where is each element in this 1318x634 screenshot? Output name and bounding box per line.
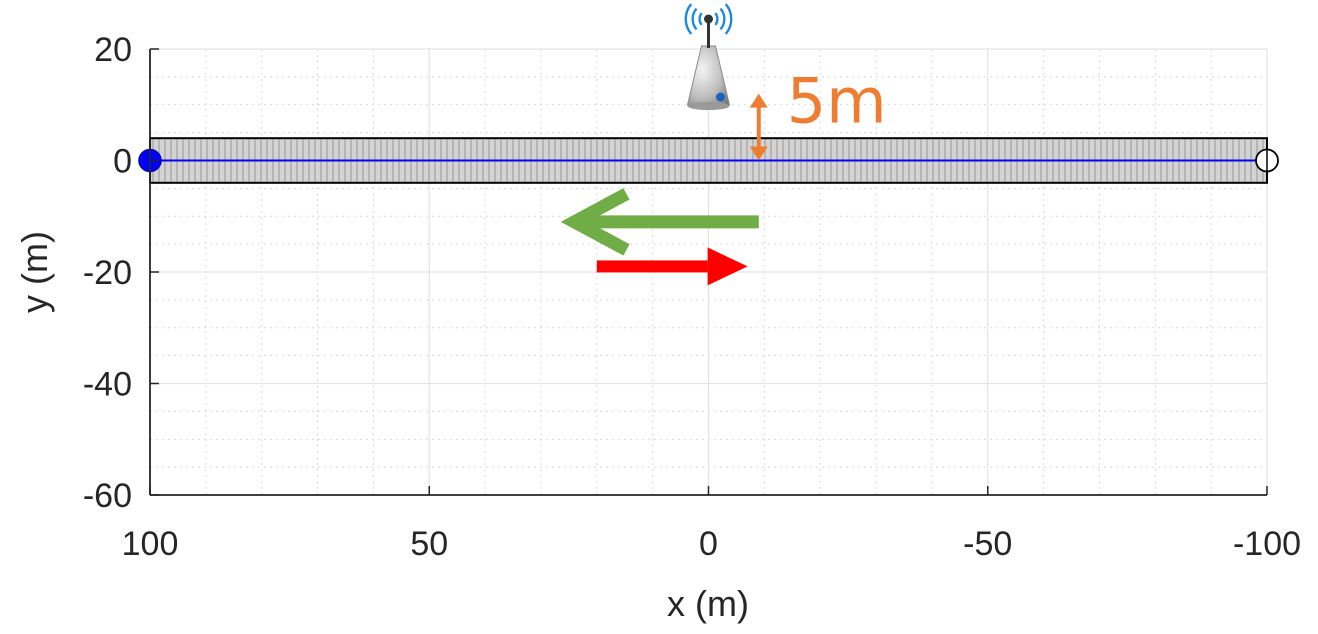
x-tick-label: -50	[963, 525, 1012, 563]
y-tick-label: -20	[83, 254, 132, 292]
signal-wave-right	[719, 7, 726, 31]
signal-wave-left	[691, 7, 698, 31]
x-tick-label: 100	[122, 525, 179, 563]
distance-arrow-head-down	[749, 146, 768, 161]
tower-antenna-tip	[704, 14, 713, 24]
y-axis-title: y (m)	[14, 231, 55, 313]
tower-base	[687, 102, 730, 110]
x-axis-title: x (m)	[667, 583, 749, 624]
y-tick-label: 0	[113, 143, 132, 181]
series-layer	[138, 148, 1279, 173]
x-tick-label: 50	[410, 525, 448, 563]
annot-layer: 5m	[560, 3, 887, 286]
tick-labels: 100 50 0 -50 -100 20 0 -20 -40 -60	[83, 31, 1301, 563]
cell-tower-icon	[684, 3, 733, 110]
y-tick-label: -60	[83, 477, 132, 515]
signal-wave-right	[724, 3, 733, 35]
y-tick-label: 20	[94, 31, 132, 69]
x-tick-label: -100	[1233, 525, 1301, 563]
axes-layer	[149, 48, 1268, 496]
signal-wave-left	[698, 12, 703, 26]
tower-body	[686, 45, 731, 106]
signal-wave-right	[714, 12, 719, 26]
y-tick-label: -40	[83, 366, 132, 404]
distance-label: 5m	[787, 65, 887, 138]
red-arrow-head	[707, 247, 748, 286]
tower-info-dot	[716, 92, 725, 102]
red-arrow-shaft	[596, 260, 708, 273]
distance-arrow-head-up	[749, 93, 768, 108]
x-tick-label: 0	[699, 525, 718, 563]
signal-wave-left	[684, 3, 693, 35]
green-arrow-head	[560, 188, 630, 256]
